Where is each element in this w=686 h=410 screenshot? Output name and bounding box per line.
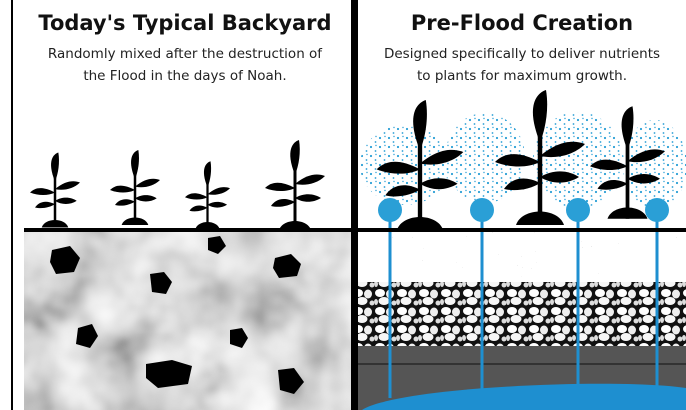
left-caption: the Flood in the days of Noah. — [83, 68, 286, 84]
right-title: Pre-Flood Creation — [411, 11, 633, 35]
right-caption: to plants for maximum growth. — [417, 68, 627, 84]
divider — [351, 0, 358, 410]
pipes — [388, 212, 659, 398]
left-title: Today's Typical Backyard — [38, 11, 331, 35]
left-caption: Randomly mixed after the destruction of — [48, 46, 323, 62]
rocks — [50, 236, 304, 394]
water — [362, 383, 686, 410]
sprinklers — [378, 198, 669, 222]
fine-layer — [358, 232, 686, 282]
pebble-layer — [358, 282, 686, 346]
right-caption: Designed specifically to deliver nutrien… — [384, 46, 660, 62]
ground-line — [24, 228, 686, 232]
plants-left — [30, 140, 327, 230]
